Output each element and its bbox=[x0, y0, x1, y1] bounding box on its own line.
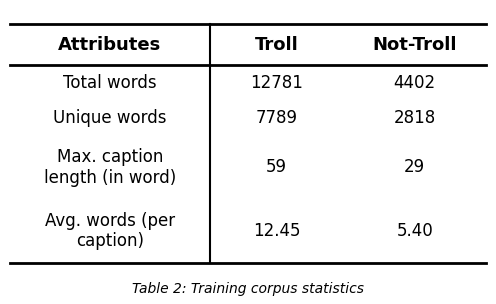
Text: 5.40: 5.40 bbox=[396, 222, 433, 240]
Text: 2818: 2818 bbox=[393, 109, 436, 127]
Text: Max. caption
length (in word): Max. caption length (in word) bbox=[44, 148, 176, 187]
Text: Unique words: Unique words bbox=[53, 109, 167, 127]
Text: 12781: 12781 bbox=[250, 74, 303, 92]
Text: 7789: 7789 bbox=[255, 109, 298, 127]
Text: Avg. words (per
caption): Avg. words (per caption) bbox=[45, 212, 175, 250]
Text: Attributes: Attributes bbox=[59, 36, 162, 54]
Text: Not-Troll: Not-Troll bbox=[372, 36, 457, 54]
Text: 29: 29 bbox=[404, 158, 425, 176]
Text: Table 2: Training corpus statistics: Table 2: Training corpus statistics bbox=[132, 282, 364, 296]
Text: 4402: 4402 bbox=[394, 74, 435, 92]
Text: Total words: Total words bbox=[63, 74, 157, 92]
Text: 59: 59 bbox=[266, 158, 287, 176]
Text: 12.45: 12.45 bbox=[253, 222, 300, 240]
Text: Troll: Troll bbox=[254, 36, 299, 54]
